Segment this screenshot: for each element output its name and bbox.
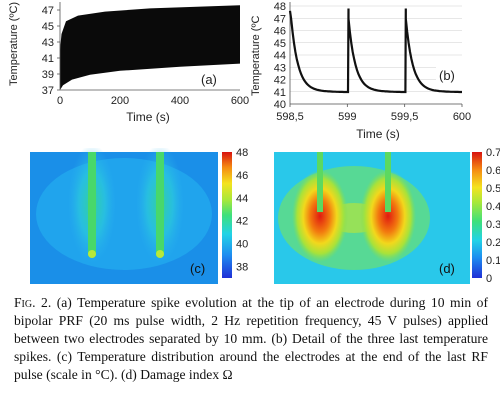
chart-b-ytick-label: 48	[274, 1, 286, 13]
colorbar-tick-label: 38	[236, 262, 248, 274]
chart-b-ytick-label: 41	[274, 87, 286, 99]
chart-a-ytick-label: 37	[42, 85, 54, 97]
chart-a-area	[60, 5, 240, 91]
chart-b-ytick-label: 47	[274, 13, 286, 25]
chart-b-series-line	[288, 8, 462, 94]
colorbar-tick-label: 0.1	[486, 255, 500, 267]
heatmap-d: (d) 0.7 0.6 0.5 0.4 0.3 0.2 0.1 0	[274, 148, 500, 285]
heatmap-c-panel-label: (c)	[190, 261, 205, 276]
colorbar-tick-label: 48	[236, 148, 248, 159]
chart-b-ytick-label: 40	[274, 99, 286, 111]
electrode-d-left	[317, 152, 323, 212]
caption-text: (a) Temperature spike evolution at the t…	[14, 295, 488, 382]
colorbar-tick-label: 46	[236, 170, 248, 182]
chart-a-ylabel: Temperature (ºC)	[8, 2, 20, 86]
chart-b-xlabel: Time (s)	[356, 127, 400, 141]
chart-b-xtick-label: 599,5	[391, 111, 419, 123]
figure-caption: Fig. 2. (a) Temperature spike evolution …	[14, 294, 488, 384]
chart-a-band	[60, 5, 240, 91]
colorbar-tick-label: 0.5	[486, 183, 500, 195]
chart-a-panel-label: (a)	[201, 72, 217, 87]
chart-a-xtick-label: 600	[231, 95, 249, 107]
colorbar-tick-label: 0	[486, 273, 492, 285]
chart-a-xlabel: Time (s)	[126, 110, 170, 124]
colorbar-tick-label: 0.7	[486, 148, 500, 159]
chart-b-xtick-label: 600	[453, 111, 471, 123]
electrode-c-left	[88, 152, 96, 256]
colorbar-tick-label: 44	[236, 193, 248, 205]
caption-label: Fig. 2.	[14, 295, 52, 310]
chart-a-xtick-label: 400	[171, 95, 189, 107]
chart-a-ytick-label: 39	[42, 69, 54, 81]
heatmap-d-panel-label: (d)	[439, 261, 455, 276]
chart-b-ytick-label: 46	[274, 26, 286, 38]
chart-b-panel-label: (b)	[439, 68, 455, 83]
chart-b-ytick-label: 44	[274, 50, 286, 62]
colorbar-tick-label: 0.6	[486, 165, 500, 177]
heatmap-c: (c) 48 46 44 42 40 38	[30, 148, 248, 284]
colorbar-tick-label: 42	[236, 216, 248, 228]
colorbar-tick-label: 0.3	[486, 219, 500, 231]
chart-a-ytick-label: 47	[42, 5, 54, 17]
chart-b-ytick-label: 43	[274, 62, 286, 74]
electrode-d-right	[385, 152, 391, 212]
chart-b-xtick-label: 598,5	[276, 111, 304, 123]
chart-a-ytick-label: 41	[42, 53, 54, 65]
chart-a-xtick-label: 200	[111, 95, 129, 107]
chart-a-ytick-label: 45	[42, 21, 54, 33]
chart-b-ylabel: Temperature (ºC	[250, 16, 262, 96]
colorbar-tick-label: 0.4	[486, 201, 500, 213]
chart-b-ytick-label: 45	[274, 38, 286, 50]
colorbar-tick-label: 0.2	[486, 237, 500, 249]
colorbar-c	[222, 152, 232, 278]
colorbar-tick-label: 40	[236, 239, 248, 251]
chart-a-ytick-label: 43	[42, 37, 54, 49]
chart-b-xtick-label: 599	[338, 111, 356, 123]
chart-a-xtick-label: 0	[57, 95, 63, 107]
chart-a: 37 39 41 43 45 47 0 200 400 600 Temperature (ºC)…	[8, 2, 249, 124]
colorbar-d	[472, 152, 482, 278]
chart-b-ytick-label: 42	[274, 75, 286, 87]
electrode-c-right	[156, 152, 164, 256]
